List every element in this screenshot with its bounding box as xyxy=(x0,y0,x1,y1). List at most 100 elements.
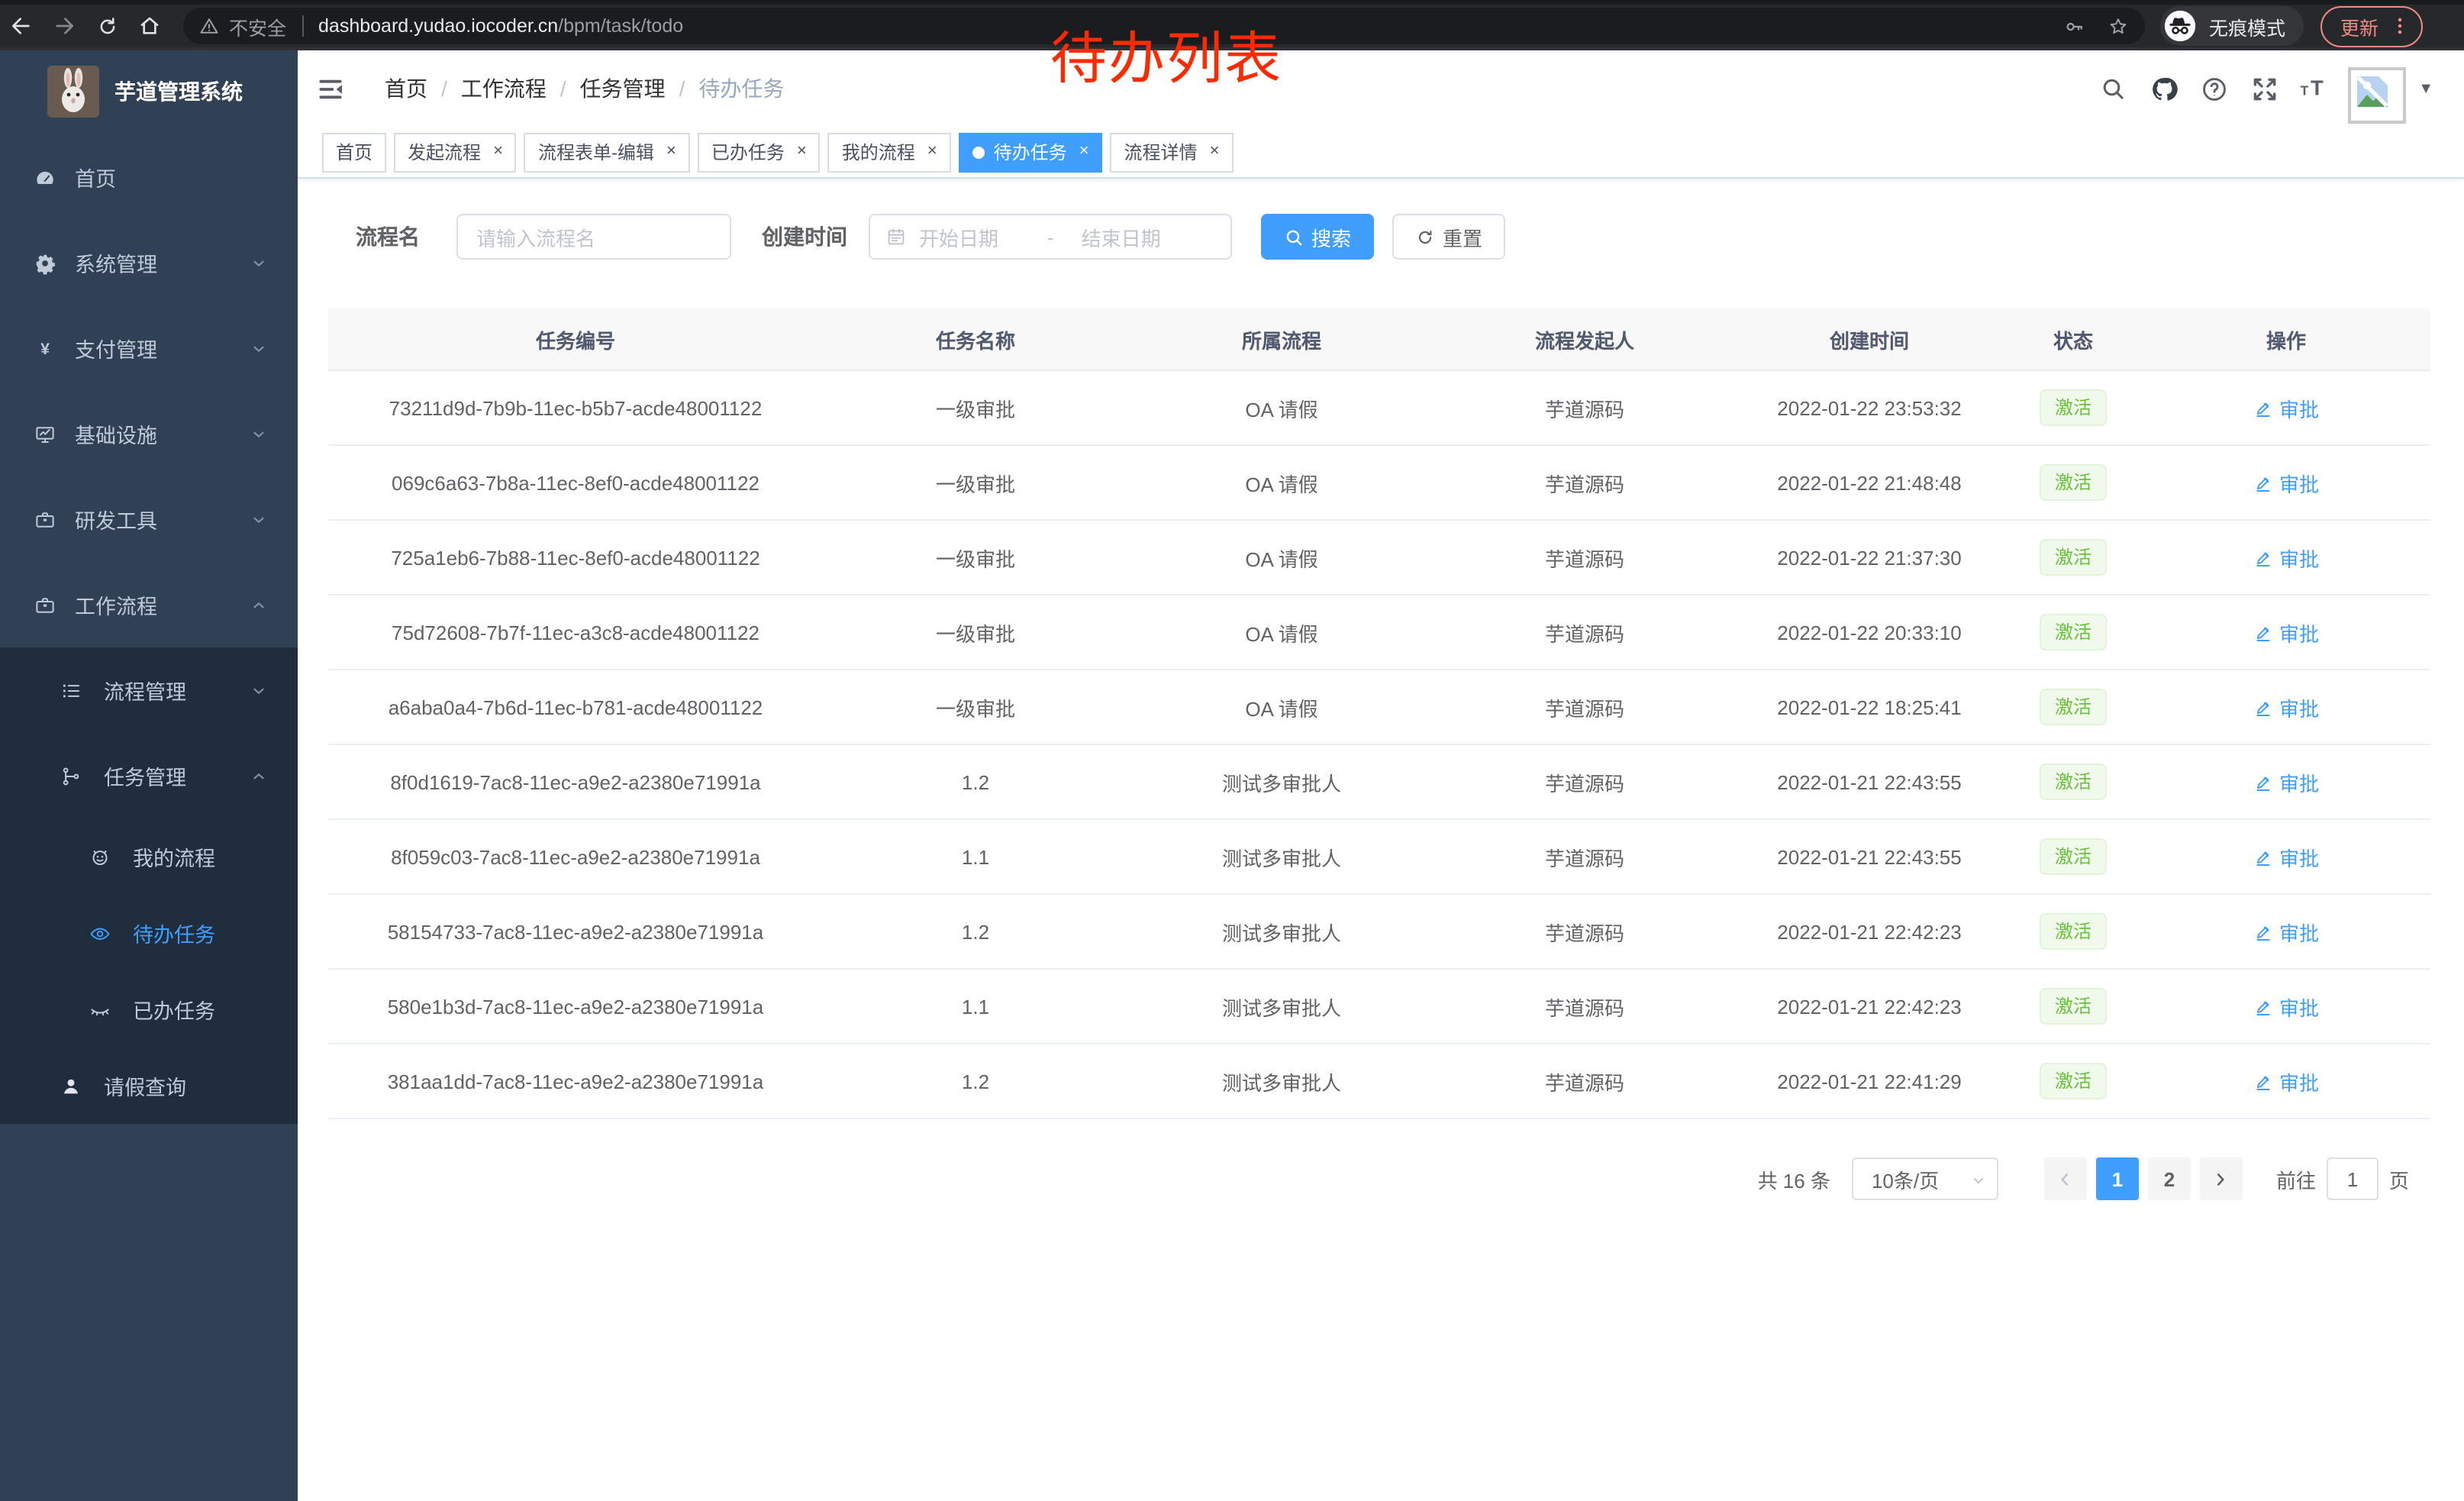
process-name-input[interactable]: 请输入流程名 xyxy=(456,214,731,260)
avatar-broken-image[interactable] xyxy=(2348,66,2407,123)
tab-0[interactable]: 首页 xyxy=(322,132,387,172)
approve-link[interactable]: 审批 xyxy=(2253,618,2319,647)
sidebar-item-11[interactable]: 请假查询 xyxy=(0,1047,298,1124)
tab-6[interactable]: 流程详情 × xyxy=(1110,132,1234,172)
cell-time: 2022-01-21 22:42:23 xyxy=(1734,894,2004,970)
avatar-caret-icon[interactable]: ▼ xyxy=(2418,80,2433,97)
sidebar-item-10[interactable]: 已办任务 xyxy=(0,971,298,1047)
forward-icon[interactable] xyxy=(43,5,85,47)
sidebar-item-label: 基础设施 xyxy=(75,424,157,447)
breadcrumb-workflow[interactable]: 工作流程 xyxy=(460,76,547,101)
sidebar-item-label: 研发工具 xyxy=(75,510,157,533)
tab-1[interactable]: 发起流程 × xyxy=(394,132,517,172)
sidebar-item-2[interactable]: ¥ 支付管理 xyxy=(0,305,298,391)
tab-close-icon[interactable]: × xyxy=(493,142,503,160)
approve-label: 审批 xyxy=(2279,473,2319,495)
tab-close-icon[interactable]: × xyxy=(1209,142,1220,160)
briefcase-icon xyxy=(34,593,56,616)
hamburger-icon[interactable] xyxy=(313,72,347,105)
cell-time: 2022-01-22 23:53:32 xyxy=(1734,370,2004,446)
github-icon[interactable] xyxy=(2148,73,2179,104)
home-icon[interactable] xyxy=(128,5,171,47)
approve-link[interactable]: 审批 xyxy=(2253,767,2319,796)
approve-label: 审批 xyxy=(2279,922,2319,944)
approve-label: 审批 xyxy=(2279,996,2319,1019)
tags-view-bar: 首页 发起流程 × 流程表单-编辑 × 已办任务 × 我的流程 × 待办任务 × 流程详情 × xyxy=(298,127,2464,179)
approve-link[interactable]: 审批 xyxy=(2253,1067,2319,1096)
bookmark-star-icon[interactable] xyxy=(2107,15,2130,37)
cell-id: 725a1eb6-7b88-11ec-8ef0-acde48001122 xyxy=(328,520,823,596)
search-button[interactable]: 搜索 xyxy=(1261,214,1375,260)
approve-link[interactable]: 审批 xyxy=(2253,992,2319,1021)
breadcrumb-task-mgmt[interactable]: 任务管理 xyxy=(579,76,666,101)
sidebar-item-6[interactable]: 流程管理 xyxy=(0,647,298,733)
approve-link[interactable]: 审批 xyxy=(2253,393,2319,422)
update-button[interactable]: 更新 xyxy=(2320,5,2424,47)
approve-link[interactable]: 审批 xyxy=(2253,692,2319,721)
tab-close-icon[interactable]: × xyxy=(1079,142,1089,160)
next-page-button[interactable] xyxy=(2199,1157,2243,1200)
key-icon[interactable] xyxy=(2062,15,2085,37)
sidebar-item-1[interactable]: 系统管理 xyxy=(0,220,298,305)
tab-3[interactable]: 已办任务 × xyxy=(697,132,821,172)
status-badge: 激活 xyxy=(2039,913,2107,950)
cell-action: 审批 xyxy=(2142,969,2430,1044)
sidebar-item-0[interactable]: 首页 xyxy=(0,134,298,220)
sidebar-item-9[interactable]: 待办任务 xyxy=(0,895,298,971)
sidebar-item-5[interactable]: 工作流程 xyxy=(0,562,298,647)
status-badge: 激活 xyxy=(2039,1063,2107,1099)
breadcrumb-home[interactable]: 首页 xyxy=(385,76,427,101)
status-badge: 激活 xyxy=(2039,389,2107,426)
cell-starter: 芋道源码 xyxy=(1435,520,1734,596)
page-size-select[interactable]: 10条/页 xyxy=(1851,1157,1998,1200)
approve-link[interactable]: 审批 xyxy=(2253,917,2319,946)
approve-link[interactable]: 审批 xyxy=(2253,842,2319,871)
approve-link[interactable]: 审批 xyxy=(2253,468,2319,497)
cell-starter: 芋道源码 xyxy=(1435,819,1734,895)
cell-time: 2022-01-22 18:25:41 xyxy=(1734,670,2004,745)
date-range-picker[interactable]: 开始日期 - 结束日期 xyxy=(869,214,1232,260)
page-button-2[interactable]: 2 xyxy=(2147,1157,2191,1200)
goto-page-input[interactable]: 1 xyxy=(2326,1157,2379,1200)
yen-icon: ¥ xyxy=(34,337,56,360)
fullscreen-icon[interactable] xyxy=(2249,73,2279,104)
logo-row[interactable]: 芋道管理系统 xyxy=(0,50,298,151)
sidebar-item-3[interactable]: 基础设施 xyxy=(0,391,298,476)
tab-4[interactable]: 我的流程 × xyxy=(827,132,951,172)
tab-close-icon[interactable]: × xyxy=(796,142,807,160)
robot-icon xyxy=(89,845,111,868)
chevron-down-icon xyxy=(250,682,267,699)
table-row: 725a1eb6-7b88-11ec-8ef0-acde48001122 一级审批… xyxy=(328,520,2430,596)
prev-page-button[interactable] xyxy=(2043,1157,2087,1200)
tab-close-icon[interactable]: × xyxy=(927,142,937,160)
tab-5[interactable]: 待办任务 × xyxy=(958,132,1103,172)
column-header-2: 所属流程 xyxy=(1128,308,1435,371)
back-icon[interactable] xyxy=(0,5,43,47)
search-button-icon xyxy=(1284,227,1304,247)
table-row: 580e1b3d-7ac8-11ec-a9e2-a2380e71991a 1.1 测… xyxy=(328,969,2430,1044)
address-bar[interactable]: 不安全 dashboard.yudao.iocoder.cn/bpm/task/… xyxy=(183,8,2145,44)
reset-button[interactable]: 重置 xyxy=(1392,214,1506,260)
reload-icon[interactable] xyxy=(85,5,128,47)
search-icon[interactable] xyxy=(2098,73,2128,104)
approve-link[interactable]: 审批 xyxy=(2253,543,2319,572)
sidebar-item-7[interactable]: 任务管理 xyxy=(0,733,298,818)
cell-status: 激活 xyxy=(2004,894,2142,970)
cell-name: 一级审批 xyxy=(823,445,1128,521)
column-header-1: 任务名称 xyxy=(823,308,1128,371)
help-icon[interactable] xyxy=(2198,73,2229,104)
cell-status: 激活 xyxy=(2004,1044,2142,1119)
tab-close-icon[interactable]: × xyxy=(666,142,676,160)
sidebar-item-4[interactable]: 研发工具 xyxy=(0,476,298,562)
cell-action: 审批 xyxy=(2142,445,2430,521)
sidebar-item-8[interactable]: 我的流程 xyxy=(0,818,298,895)
approve-label: 审批 xyxy=(2279,847,2319,870)
tab-2[interactable]: 流程表单-编辑 × xyxy=(524,132,690,172)
cell-flow: 测试多审批人 xyxy=(1128,744,1435,820)
tab-label: 发起流程 xyxy=(408,142,482,163)
cell-flow: 测试多审批人 xyxy=(1128,819,1435,895)
browser-menu-icon[interactable] xyxy=(2388,14,2412,38)
page-button-1[interactable]: 1 xyxy=(2095,1157,2139,1200)
cell-time: 2022-01-22 20:33:10 xyxy=(1734,595,2004,670)
